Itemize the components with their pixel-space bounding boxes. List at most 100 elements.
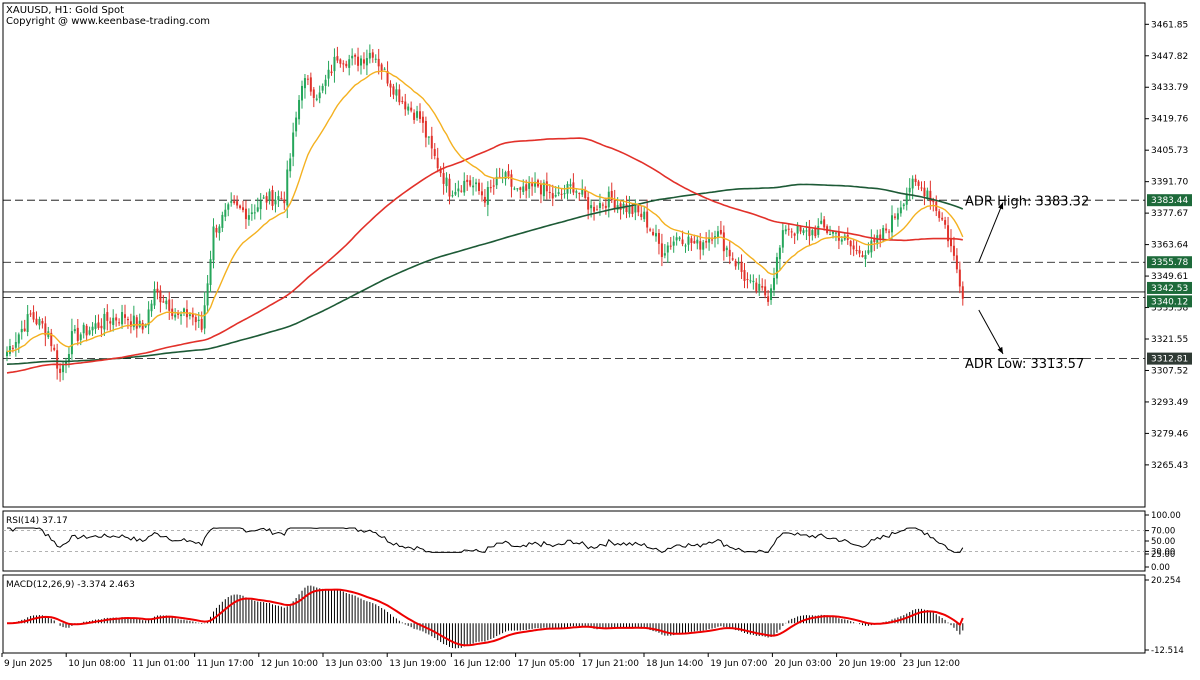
candle-body bbox=[88, 330, 91, 335]
candle-body bbox=[38, 318, 41, 326]
candle-body bbox=[91, 326, 94, 331]
candle-body bbox=[404, 101, 407, 110]
candle bbox=[277, 190, 280, 208]
candle bbox=[501, 168, 504, 184]
candle-body bbox=[135, 317, 138, 329]
candle bbox=[121, 304, 124, 329]
candle-body bbox=[891, 215, 893, 233]
candle-body bbox=[764, 286, 767, 296]
macd-tick-label: 20.254 bbox=[1151, 576, 1181, 586]
candle-body bbox=[855, 249, 858, 252]
candle bbox=[893, 213, 896, 220]
candle-body bbox=[926, 190, 929, 198]
candle bbox=[112, 309, 115, 332]
candle bbox=[271, 185, 274, 211]
candle-body bbox=[280, 197, 283, 199]
candle bbox=[483, 189, 486, 207]
candle bbox=[70, 318, 73, 360]
candle-body bbox=[575, 191, 578, 193]
candle-body bbox=[460, 190, 463, 192]
candle-body bbox=[770, 288, 773, 301]
price-level-label-bg bbox=[1147, 256, 1192, 269]
candle-body bbox=[510, 174, 513, 187]
candle-body bbox=[442, 173, 445, 184]
candle-body bbox=[466, 179, 469, 182]
candle-body bbox=[799, 226, 802, 232]
candle-body bbox=[516, 188, 519, 190]
candle-body bbox=[138, 320, 141, 327]
candle-body bbox=[342, 63, 345, 65]
candle-body bbox=[684, 245, 687, 247]
candle bbox=[351, 48, 354, 66]
candle-body bbox=[253, 212, 256, 214]
candle bbox=[820, 212, 823, 225]
candle-body bbox=[339, 59, 342, 64]
candle bbox=[306, 75, 309, 86]
time-tick-label: 12 Jun 10:00 bbox=[261, 659, 318, 669]
candle-body bbox=[607, 191, 610, 208]
candle-body bbox=[389, 83, 392, 88]
candle-body bbox=[53, 347, 56, 350]
candle-body bbox=[165, 300, 168, 305]
candle-body bbox=[115, 317, 118, 321]
time-tick-label: 19 Jun 07:00 bbox=[710, 659, 767, 669]
candle-body bbox=[643, 211, 646, 220]
candle-body bbox=[593, 206, 596, 212]
candle bbox=[758, 274, 761, 296]
candle bbox=[227, 202, 230, 217]
candle-body bbox=[14, 342, 17, 348]
candle-body bbox=[761, 286, 764, 288]
axis-layer: 3461.85 3447.82 3433.79 3419.76 3405.73 3391.… bbox=[1, 20, 1192, 669]
price-tick-label: 3447.82 bbox=[1151, 52, 1188, 62]
candle bbox=[947, 216, 950, 248]
price-level-label-bg bbox=[1147, 295, 1192, 308]
candle bbox=[129, 313, 132, 334]
candle bbox=[714, 230, 716, 248]
candle-body bbox=[578, 193, 581, 195]
candle bbox=[531, 177, 534, 196]
candle bbox=[215, 224, 218, 238]
candle bbox=[150, 299, 153, 317]
adr-high-label: ADR High: 3383.32 bbox=[965, 194, 1089, 209]
candle bbox=[26, 304, 29, 337]
candle-body bbox=[354, 54, 357, 57]
candle bbox=[896, 207, 899, 227]
price-level-label-bg bbox=[1147, 281, 1192, 294]
price-level-label-bg bbox=[1147, 194, 1192, 207]
candle-body bbox=[368, 52, 371, 59]
candle-body bbox=[345, 63, 348, 67]
candle-body bbox=[250, 212, 253, 215]
candle-body bbox=[32, 312, 35, 320]
candle bbox=[430, 126, 433, 160]
time-tick-label: 10 Jun 08:00 bbox=[68, 659, 125, 669]
candle bbox=[575, 189, 578, 199]
candle bbox=[480, 182, 483, 202]
candle-body bbox=[298, 99, 301, 120]
candle-body bbox=[244, 208, 247, 220]
candle-body bbox=[295, 117, 298, 132]
candle bbox=[191, 307, 194, 326]
copyright-text: Copyright @ www.keenbase-trading.com bbox=[6, 16, 210, 27]
candle-body bbox=[259, 200, 262, 210]
sma-100-line bbox=[6, 137, 963, 374]
candle-body bbox=[885, 228, 888, 231]
price-tick-label: 3321.55 bbox=[1151, 335, 1188, 345]
candle-body bbox=[97, 322, 100, 328]
candle bbox=[156, 281, 159, 300]
candle-body bbox=[380, 64, 383, 71]
candle bbox=[728, 241, 731, 265]
candle bbox=[516, 188, 519, 192]
candle-body bbox=[301, 85, 303, 101]
candle-body bbox=[262, 197, 265, 199]
candle bbox=[318, 85, 321, 104]
candle-body bbox=[6, 351, 8, 357]
candle-body bbox=[955, 255, 958, 270]
candle bbox=[324, 74, 327, 95]
candle-body bbox=[923, 187, 926, 197]
candle-body bbox=[870, 240, 873, 253]
adr-arrow-line bbox=[978, 202, 1004, 263]
candle bbox=[734, 258, 737, 270]
candle bbox=[153, 281, 156, 310]
candle-body bbox=[693, 241, 696, 244]
